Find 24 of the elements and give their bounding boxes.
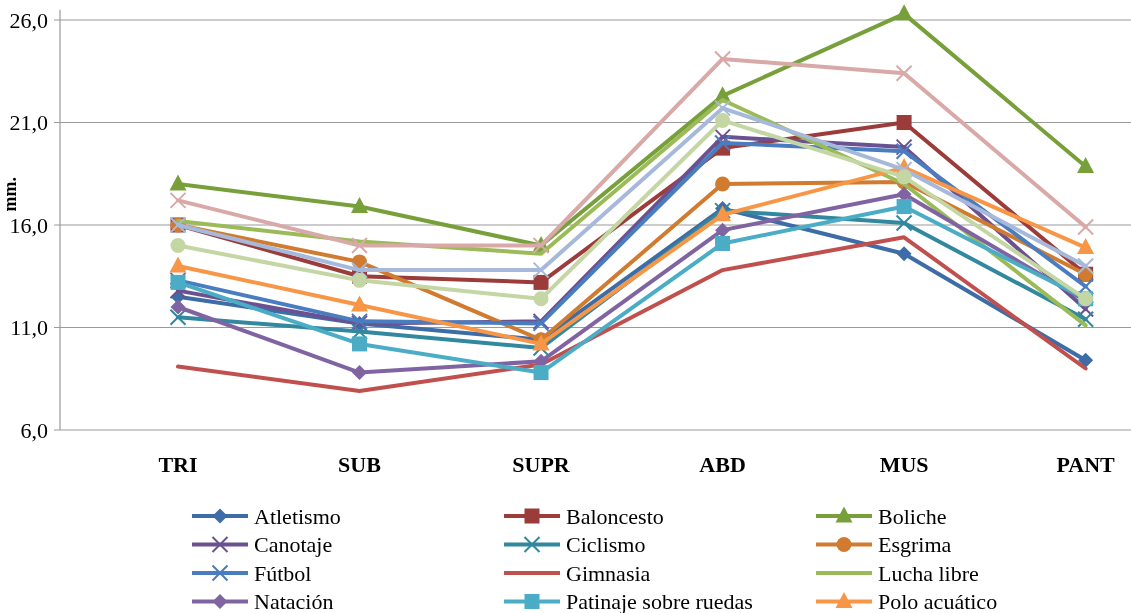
legend-label: Esgrima bbox=[878, 532, 952, 558]
legend-label: Lucha libre bbox=[878, 560, 979, 586]
x-tick-label: TRI bbox=[158, 452, 198, 477]
legend-label: Natación bbox=[254, 589, 334, 613]
x-tick-label: SUPR bbox=[512, 452, 571, 477]
legend-label: Fútbol bbox=[254, 560, 312, 586]
x-tick-label: PANT bbox=[1056, 452, 1116, 477]
legend-label: Boliche bbox=[878, 503, 947, 529]
legend-label: Atletismo bbox=[254, 503, 341, 529]
legend-label: Baloncesto bbox=[566, 503, 664, 529]
y-tick-label: 16,0 bbox=[9, 212, 48, 238]
x-tick-label: MUS bbox=[879, 452, 929, 477]
legend-label: Polo acuático bbox=[878, 589, 998, 613]
y-tick-label: 11,0 bbox=[10, 315, 48, 341]
y-tick-label: 6,0 bbox=[20, 417, 48, 443]
x-tick-label: SUB bbox=[338, 452, 382, 477]
legend-label: Ciclismo bbox=[566, 532, 646, 558]
x-tick-label: ABD bbox=[699, 452, 746, 477]
y-tick-label: 21,0 bbox=[9, 110, 48, 136]
legend-label: Canotaje bbox=[254, 532, 333, 558]
y-tick-label: 26,0 bbox=[9, 7, 48, 33]
legend-label: Gimnasia bbox=[566, 560, 651, 586]
y-axis-title: mm. bbox=[0, 177, 20, 212]
legend-label: Patinaje sobre ruedas bbox=[566, 589, 753, 613]
